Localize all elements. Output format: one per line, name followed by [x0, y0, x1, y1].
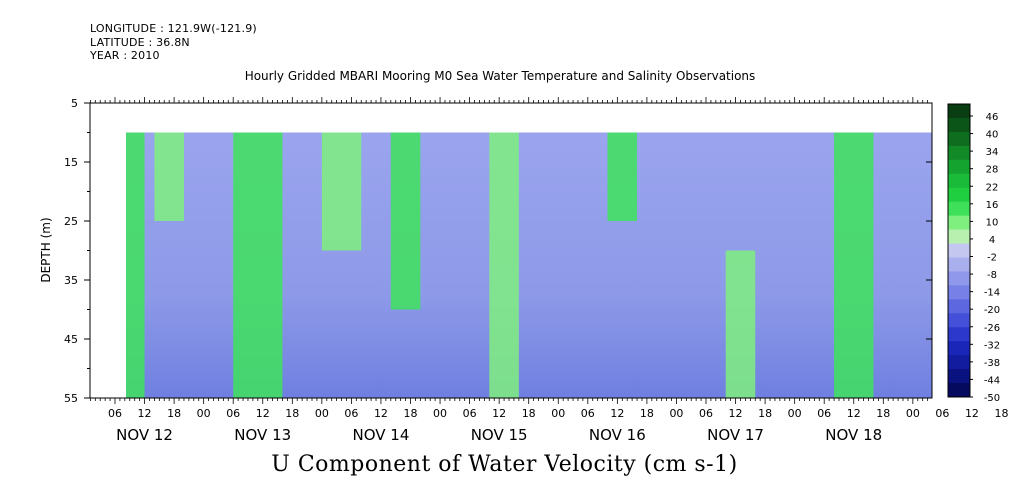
colorbar-label: -20: [984, 305, 1000, 316]
x-day-label: NOV 18: [825, 426, 882, 444]
x-hour-label: 18: [522, 407, 536, 420]
velocity-cell: [725, 250, 756, 398]
colorbar-label: -32: [984, 340, 1000, 351]
colorbar-frame: [947, 103, 971, 398]
longitude-label: LONGITUDE : 121.9W(-121.9): [90, 22, 257, 35]
x-hour-label: 18: [995, 407, 1009, 420]
y-tick-label: 45: [64, 333, 78, 346]
velocity-cell: [834, 132, 874, 398]
x-hour-label: 06: [817, 407, 831, 420]
year-label: YEAR : 2010: [90, 49, 160, 62]
colorbar-label: -50: [984, 393, 1000, 404]
x-hour-label: 18: [404, 407, 418, 420]
y-tick-label: 55: [64, 392, 78, 405]
colorbar-swatch: [948, 131, 970, 147]
x-day-label: NOV 13: [234, 426, 291, 444]
velocity-cell: [607, 132, 638, 221]
velocity-cell: [233, 132, 283, 398]
x-hour-label: 12: [138, 407, 152, 420]
colorbar-label: 22: [986, 182, 999, 193]
colorbar-swatch: [948, 215, 970, 231]
colorbar-label: 10: [986, 217, 999, 228]
velocity-cell: [154, 132, 184, 221]
x-day-label: NOV 14: [353, 426, 410, 444]
x-hour-label: 00: [197, 407, 211, 420]
colorbar-label: 46: [986, 112, 999, 123]
y-tick-label: 5: [71, 97, 78, 110]
colorbar-label: -26: [984, 323, 1000, 334]
colorbar-swatch: [948, 355, 970, 370]
colorbar-label: -2: [987, 253, 997, 264]
x-hour-label: 12: [256, 407, 270, 420]
colorbar-swatch: [948, 285, 970, 300]
x-hour-label: 12: [374, 407, 388, 420]
colorbar-label: -44: [984, 375, 1000, 386]
x-hour-label: 12: [729, 407, 743, 420]
x-day-label: NOV 15: [471, 426, 528, 444]
x-hour-label: 12: [610, 407, 624, 420]
chart-title: Hourly Gridded MBARI Mooring M0 Sea Wate…: [244, 69, 756, 83]
x-hour-label: 06: [581, 407, 595, 420]
x-hour-label: 06: [463, 407, 477, 420]
colorbar-swatch: [948, 313, 970, 328]
colorbar-swatch: [948, 383, 970, 398]
x-hour-label: 12: [847, 407, 861, 420]
colorbar-swatch: [948, 104, 970, 119]
x-hour-label: 00: [551, 407, 565, 420]
y-axis-label: DEPTH (m): [39, 217, 53, 282]
colorbar-label: 4: [989, 235, 995, 246]
x-hour-label: 00: [433, 407, 447, 420]
colorbar-swatch: [948, 145, 970, 161]
colorbar-swatch: [948, 229, 970, 245]
x-hour-label: 06: [108, 407, 122, 420]
x-hour-label: 18: [640, 407, 654, 420]
colorbar-swatch: [948, 159, 970, 175]
x-day-label: NOV 17: [707, 426, 764, 444]
x-hour-label: 06: [226, 407, 240, 420]
colorbar-swatch: [948, 271, 970, 286]
x-hour-label: 12: [492, 407, 506, 420]
colorbar-swatch: [948, 327, 970, 342]
x-hour-label: 00: [315, 407, 329, 420]
x-hour-label: 06: [935, 407, 949, 420]
latitude-label: LATITUDE : 36.8N: [90, 36, 190, 49]
x-hour-label: 00: [906, 407, 920, 420]
y-tick-label: 35: [64, 274, 78, 287]
x-hour-label: 18: [285, 407, 299, 420]
y-tick-label: 15: [64, 156, 78, 169]
colorbar-swatch: [948, 299, 970, 314]
x-day-label: NOV 12: [116, 426, 173, 444]
colorbar-swatch: [948, 369, 970, 384]
x-hour-label: 18: [876, 407, 890, 420]
colorbar-swatch: [948, 243, 970, 258]
colorbar-label: 28: [986, 165, 999, 176]
x-hour-label: 18: [758, 407, 772, 420]
colorbar-swatch: [948, 173, 970, 189]
x-hour-label: 12: [965, 407, 979, 420]
x-hour-label: 06: [344, 407, 358, 420]
colorbar-swatch: [948, 201, 970, 217]
colorbar-label: 34: [986, 147, 999, 158]
variable-title: U Component of Water Velocity (cm s-1): [271, 452, 738, 477]
x-hour-label: 06: [699, 407, 713, 420]
y-tick-label: 25: [64, 215, 78, 228]
colorbar-label: -8: [987, 270, 997, 281]
x-day-label: NOV 16: [589, 426, 646, 444]
colorbar-label: 40: [986, 130, 999, 141]
velocity-cell: [321, 132, 362, 251]
colorbar-label: -38: [984, 358, 1000, 369]
colorbar-swatch: [948, 341, 970, 356]
x-hour-label: 18: [167, 407, 181, 420]
colorbar-swatch: [948, 257, 970, 272]
x-hour-label: 00: [788, 407, 802, 420]
x-hour-label: 00: [669, 407, 683, 420]
colorbar-swatch: [948, 187, 970, 203]
velocity-cell: [390, 132, 421, 310]
colorbar-label: -14: [984, 288, 1000, 299]
velocity-cell: [489, 132, 519, 398]
colorbar-swatch: [948, 117, 970, 133]
colorbar-label: 16: [986, 200, 999, 211]
velocity-cell: [126, 132, 145, 398]
